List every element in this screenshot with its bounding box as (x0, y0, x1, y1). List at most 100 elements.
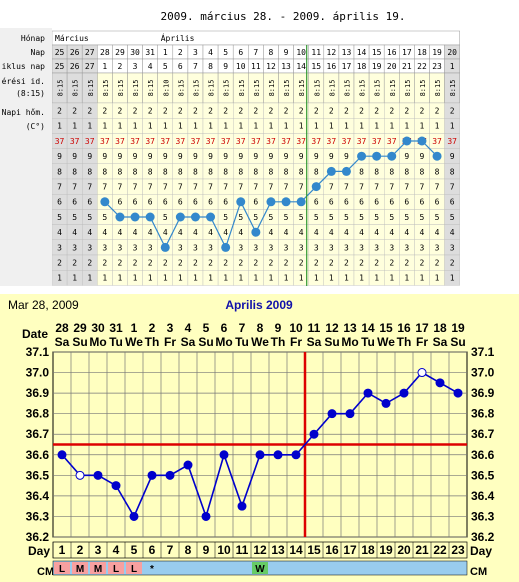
measurement-time: 8:15 (192, 80, 200, 97)
measurement-time: 8:15 (57, 80, 65, 97)
temp-digit: 6 (148, 198, 153, 207)
day-number: 10 (217, 543, 231, 557)
date-label: 7 (239, 321, 246, 335)
temp-digit: 7 (102, 183, 107, 192)
measurement-time: 8:15 (102, 80, 110, 97)
day-number: 7 (167, 543, 174, 557)
temp-digit: 9 (87, 152, 92, 161)
temp-digit: 4 (420, 228, 425, 237)
day-number: 25 (55, 48, 65, 57)
temp-digit: 5 (163, 213, 168, 222)
temp-digit: 37 (130, 137, 140, 146)
day-number: 7 (253, 48, 258, 57)
temp-digit: 2 (329, 107, 334, 116)
temp-digit: 2 (87, 107, 92, 116)
temp-digit: 4 (163, 228, 168, 237)
measurement-time: 8:15 (117, 80, 125, 97)
temp-digit: 5 (344, 213, 349, 222)
temp-digit: 2 (118, 107, 123, 116)
temp-digit: 37 (311, 137, 321, 146)
cm-label-right: CM (470, 566, 487, 578)
y-tick-label: 37.0 (26, 366, 50, 380)
temp-digit: 8 (450, 167, 455, 176)
weekday-label: Su (450, 335, 465, 349)
date-label: 16 (397, 321, 411, 335)
day-number: 2 (178, 48, 183, 57)
temp-digit: 37 (342, 137, 352, 146)
temp-digit: 2 (87, 259, 92, 268)
top-temp-point (236, 197, 246, 207)
temp-digit: 9 (253, 152, 258, 161)
day-number: 16 (325, 543, 339, 557)
cycle-day-number: 27 (85, 62, 95, 71)
temp-digit: 4 (435, 228, 440, 237)
temp-digit: 3 (420, 243, 425, 252)
top-temp-point (221, 242, 231, 252)
temp-digit: 2 (133, 259, 138, 268)
y-tick-label-right: 36.7 (471, 427, 495, 441)
cycle-day-number: 10 (236, 62, 246, 71)
date-label: Date (22, 327, 48, 341)
temperature-point (309, 429, 319, 439)
temp-digit: 2 (389, 107, 394, 116)
temp-digit: 6 (314, 198, 319, 207)
weekday-label: Sa (181, 335, 196, 349)
bottom-chart-content: 36.2 36.2 36.3 36.3 36.4 36.4 36.5 36.5 36.6 36.6… (26, 321, 495, 576)
temp-digit: 4 (344, 228, 349, 237)
top-temp-point (206, 212, 216, 222)
temp-digit: 3 (284, 243, 289, 252)
measurement-time: 8:15 (283, 80, 291, 97)
temperature-point (93, 470, 103, 480)
temp-digit: 2 (133, 107, 138, 116)
date-label: 1 (131, 321, 138, 335)
temp-digit: 2 (238, 107, 243, 116)
temp-digit: 8 (314, 167, 319, 176)
temp-digit: 9 (314, 152, 319, 161)
temperature-point (363, 388, 373, 398)
measurement-time: 8:15 (223, 80, 231, 97)
day-number: 9 (284, 48, 289, 57)
temp-digit: 7 (374, 183, 379, 192)
day-number: 5 (131, 543, 138, 557)
temp-digit: 6 (450, 198, 455, 207)
day-number: 5 (223, 48, 228, 57)
temp-digit: 3 (133, 243, 138, 252)
temp-digit: 8 (208, 167, 213, 176)
date-label: 11 (308, 321, 321, 335)
cycle-day-number: 3 (133, 62, 138, 71)
temp-digit: 3 (178, 243, 183, 252)
temp-digit: 1 (133, 274, 138, 283)
temp-digit: 8 (253, 167, 258, 176)
temp-digit: 1 (435, 274, 440, 283)
cycle-day-number: 12 (266, 62, 276, 71)
temp-digit: 1 (359, 122, 364, 131)
weekday-label: We (125, 335, 143, 349)
temp-digit: 1 (389, 122, 394, 131)
temp-digit: 7 (284, 183, 289, 192)
temp-digit: 9 (163, 152, 168, 161)
temp-digit: 1 (314, 274, 319, 283)
temp-digit: 2 (389, 259, 394, 268)
temp-digit: 37 (327, 137, 337, 146)
temp-digit: 37 (145, 137, 155, 146)
temp-digit: 9 (299, 152, 304, 161)
temp-digit: 4 (208, 228, 213, 237)
temp-digit: 2 (118, 259, 123, 268)
temp-digit: 7 (389, 183, 394, 192)
temp-digit: 3 (208, 243, 213, 252)
temp-digit: 2 (284, 259, 289, 268)
temp-digit: 2 (223, 259, 228, 268)
temperature-point (399, 388, 409, 398)
temp-digit: 6 (420, 198, 425, 207)
temp-digit: 7 (269, 183, 274, 192)
temp-digit: 7 (420, 183, 425, 192)
temp-digit: 1 (299, 122, 304, 131)
temp-digit: 4 (314, 228, 319, 237)
y-tick-label-right: 36.9 (471, 386, 495, 400)
temp-digit: 37 (372, 137, 382, 146)
date-label: 2 (149, 321, 156, 335)
y-tick-label: 36.2 (26, 530, 50, 544)
measurement-time: 8:15 (253, 80, 261, 97)
top-row-labels: Hónap Nap iklus nap érési id. (8:15) Napi hőm… (0, 28, 52, 286)
temperature-point (291, 450, 301, 460)
